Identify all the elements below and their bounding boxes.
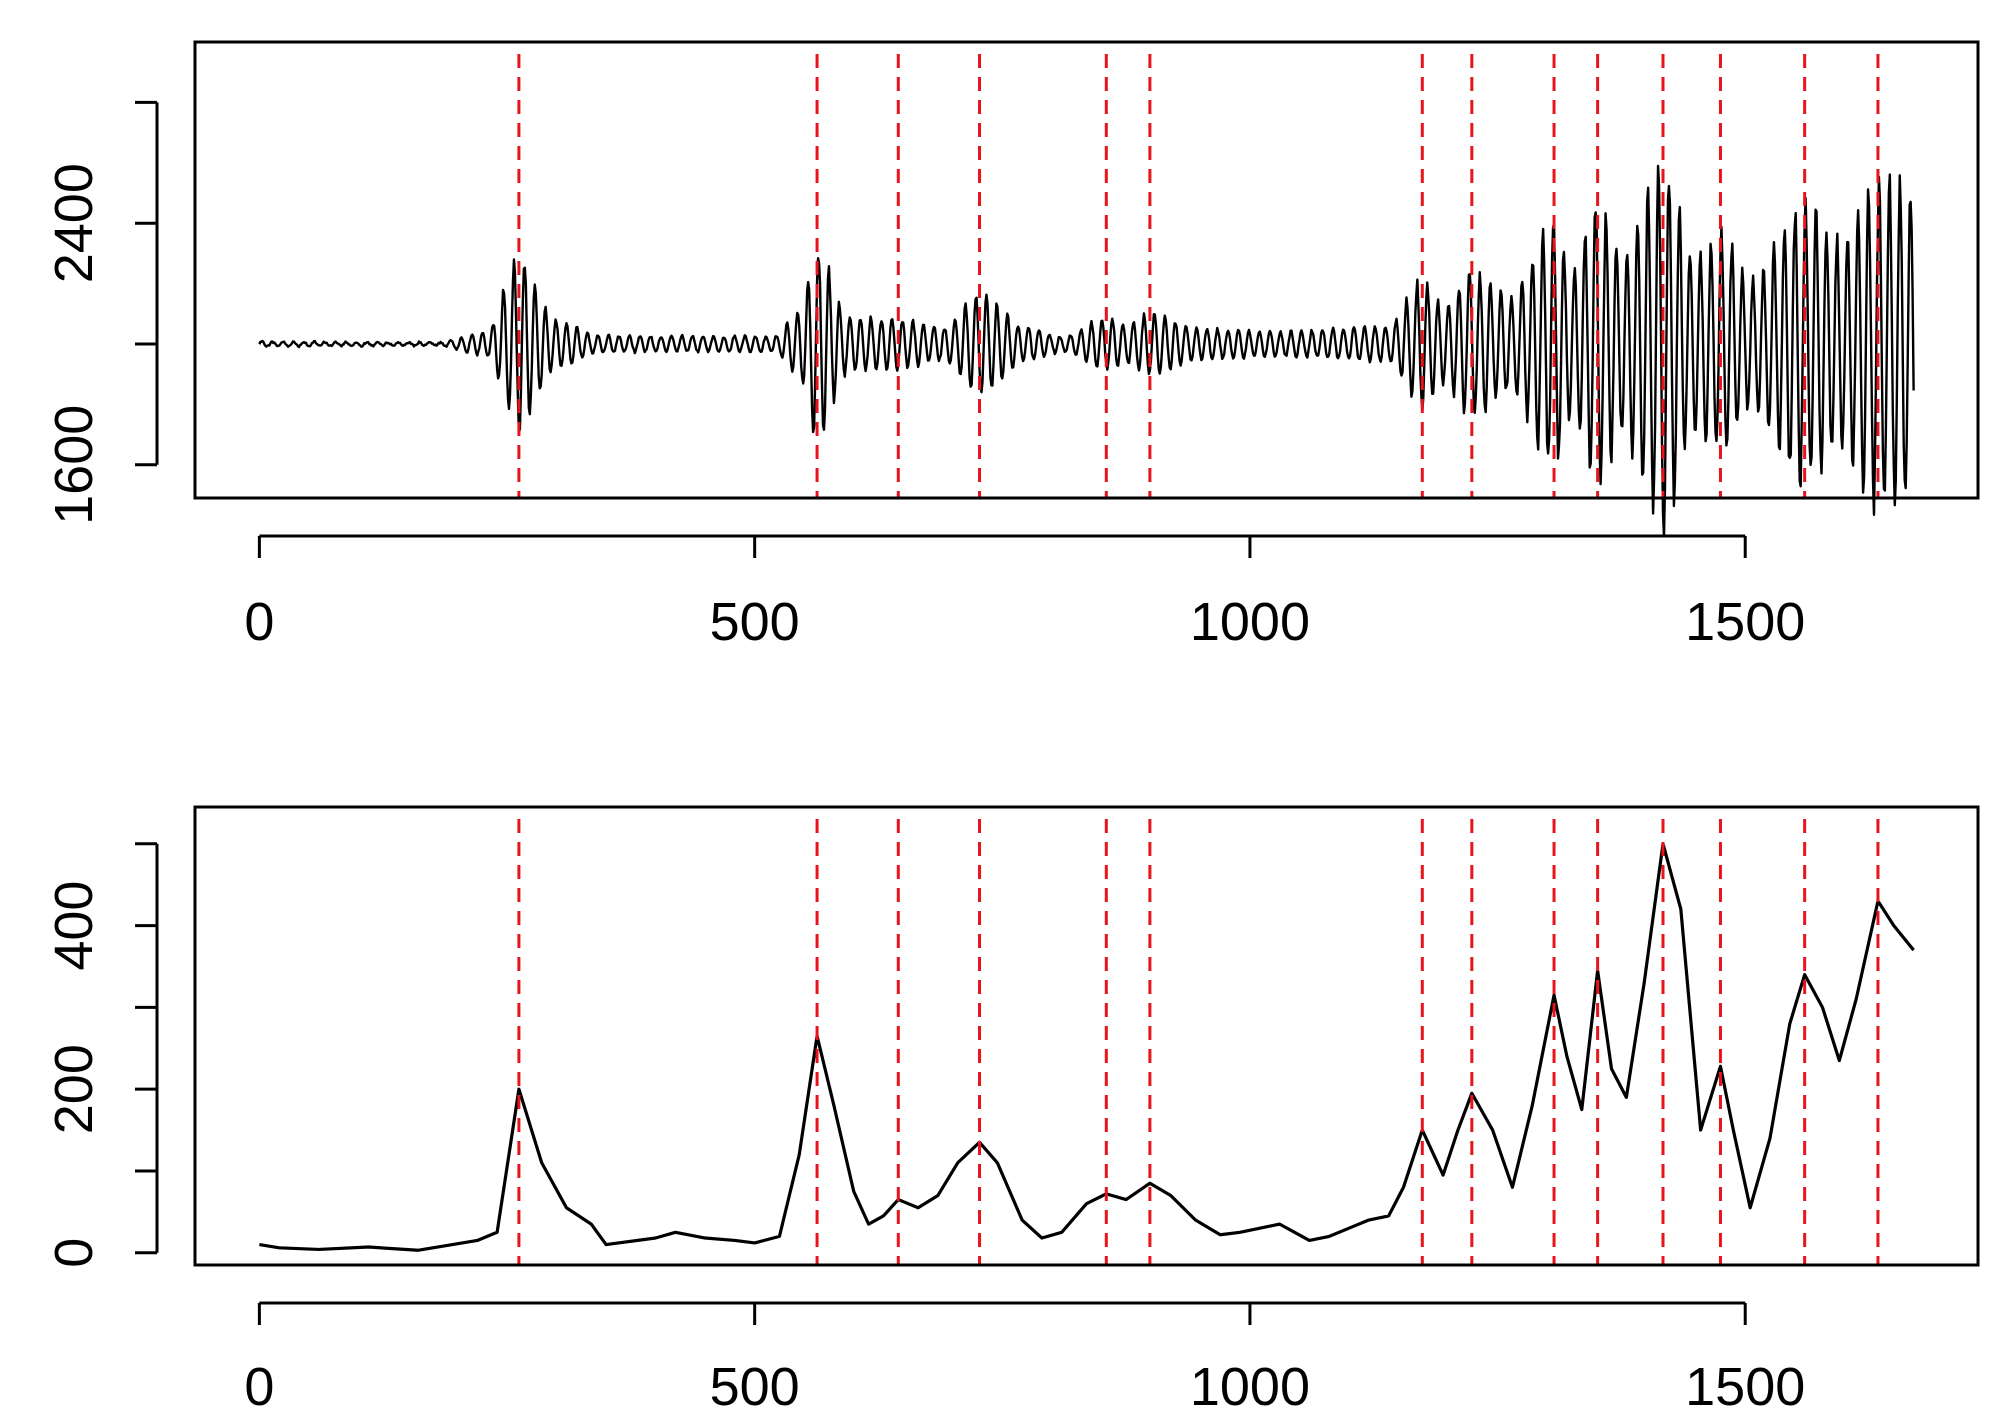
x-tick-label: 1000 [1190,1357,1310,1417]
y-tick-label: 0 [44,1238,104,1268]
envelope-series-line [259,842,1915,1252]
x-tick-label: 0 [244,1357,274,1417]
plot-frame [193,40,1980,500]
x-tick-label: 0 [244,592,274,652]
x-tick-label: 500 [710,1357,800,1417]
x-tick-label: 500 [710,592,800,652]
y-tick-label: 2400 [44,163,104,283]
top-panel-signal: 0 500 1000 1500 1600 2400 [44,40,1980,652]
x-tick-label: 1500 [1685,592,1805,652]
bottom-panel-envelope: 0 500 1000 1500 0 200 400 [44,805,1980,1417]
x-tick-label: 1500 [1685,1357,1805,1417]
y-tick-label: 400 [44,881,104,971]
signal-series-line [258,164,1915,538]
plot-frame [193,805,1980,1267]
y-tick-label: 1600 [44,405,104,525]
x-tick-label: 1000 [1190,592,1310,652]
y-tick-label: 200 [44,1044,104,1134]
